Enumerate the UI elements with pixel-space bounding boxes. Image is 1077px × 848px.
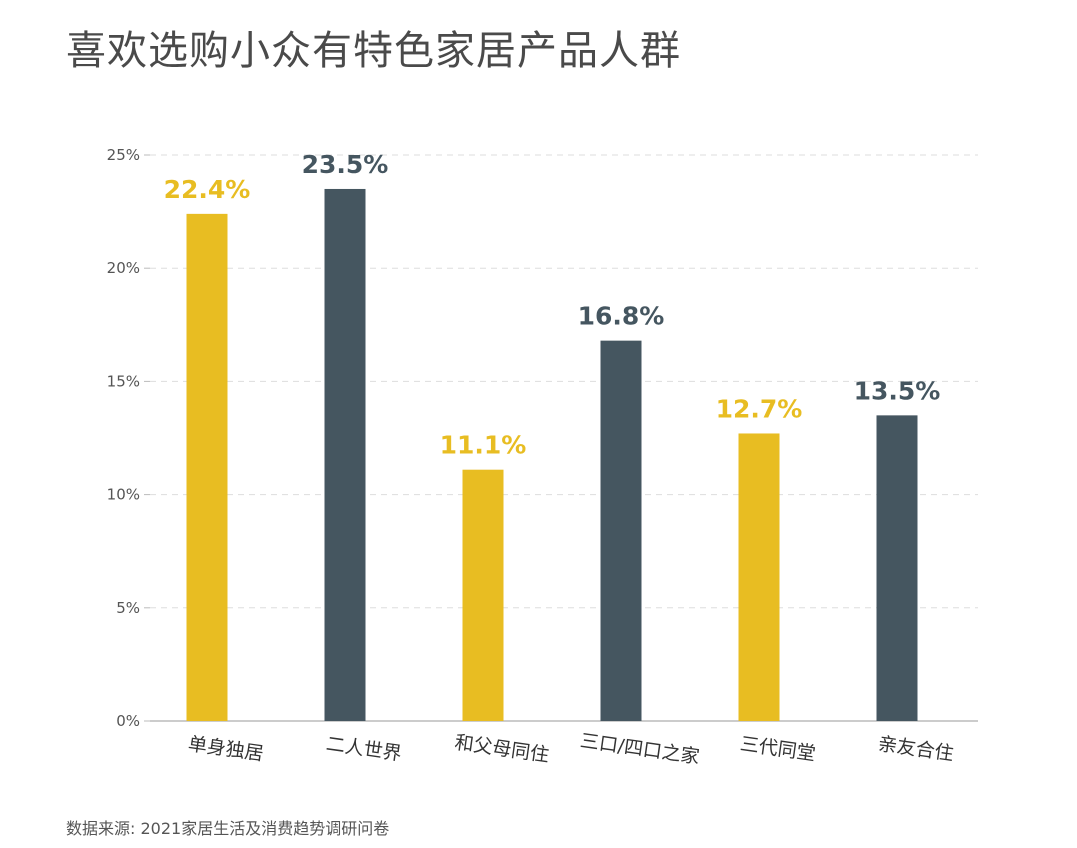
y-tick-label: 20% xyxy=(107,259,140,277)
value-label: 23.5% xyxy=(302,150,389,179)
category-label: 三口/四口之家 xyxy=(579,730,701,769)
value-label: 16.8% xyxy=(578,302,665,331)
category-label: 单身独居 xyxy=(187,733,265,765)
y-tick-label: 25% xyxy=(107,146,140,164)
category-label: 二人世界 xyxy=(325,733,403,765)
bar xyxy=(186,213,228,721)
y-tick-label: 0% xyxy=(116,712,140,730)
y-tick-label: 5% xyxy=(116,599,140,617)
bar xyxy=(738,433,780,721)
bar xyxy=(462,469,504,721)
category-label: 亲友合住 xyxy=(877,733,955,765)
bars xyxy=(186,188,918,721)
bar xyxy=(324,188,366,721)
value-label: 13.5% xyxy=(854,376,941,405)
y-axis: 0% 5% 10% 15% 20% 25% xyxy=(107,146,978,730)
value-label: 12.7% xyxy=(716,394,803,423)
value-label: 11.1% xyxy=(440,431,527,460)
category-label: 和父母同住 xyxy=(453,732,550,767)
bar xyxy=(600,340,642,721)
chart-title: 喜欢选购小众有特色家居产品人群 xyxy=(66,28,681,74)
y-tick-label: 10% xyxy=(107,486,140,504)
grid-lines xyxy=(150,154,978,609)
category-label: 三代同堂 xyxy=(739,733,817,765)
x-axis-labels: 单身独居 二人世界 和父母同住 三口/四口之家 三代同堂 亲友合住 xyxy=(187,730,955,769)
y-tick-label: 15% xyxy=(107,372,140,390)
value-label: 22.4% xyxy=(164,175,251,204)
value-labels: 22.4% 23.5% 11.1% 16.8% 12.7% 13.5% xyxy=(164,150,941,460)
data-source-note: 数据来源: 2021家居生活及消费趋势调研问卷 xyxy=(66,819,390,838)
bar xyxy=(876,415,918,721)
